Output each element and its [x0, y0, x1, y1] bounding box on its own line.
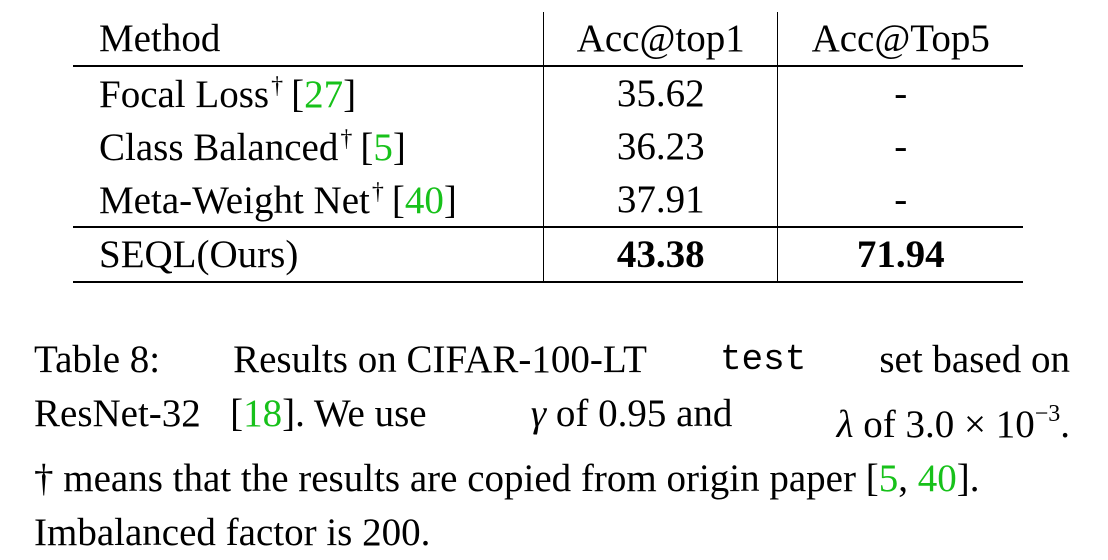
- method-name: Focal Loss: [99, 72, 270, 116]
- header-method: Method: [73, 12, 544, 67]
- gamma-symbol: γ: [530, 392, 547, 435]
- citation-link[interactable]: 18: [243, 392, 283, 435]
- lambda-symbol: λ: [836, 403, 854, 446]
- citation-link[interactable]: 5: [878, 457, 899, 500]
- acc-top1-value: 37.91: [542, 173, 778, 227]
- dagger-mark: †: [340, 125, 353, 152]
- header-acc-top5: Acc@Top5: [777, 12, 1023, 67]
- caption-text: ResNet-32: [34, 392, 201, 435]
- caption-line-3: † means that the results are copied from…: [34, 452, 1070, 506]
- header-acc-top1: Acc@top1: [542, 12, 778, 67]
- caption-line-2: ResNet-32 [18]. We use γ of 0.95 and λ o…: [34, 392, 1070, 446]
- caption-label: Table 8:: [34, 338, 161, 381]
- method-cell: Meta-Weight Net† [40]: [99, 178, 457, 222]
- method-name: Meta-Weight Net: [99, 178, 370, 222]
- caption-text: of 0.95 and: [555, 392, 733, 435]
- method-name-ours: SEQL(Ours): [73, 226, 544, 283]
- method-cell: Class Balanced† [5]: [99, 125, 406, 169]
- caption-text: † means that the results are copied from…: [34, 457, 879, 500]
- acc-top5-value-ours: 71.94: [777, 226, 1023, 283]
- citation-link[interactable]: 40: [404, 178, 444, 222]
- acc-top1-value: 35.62: [542, 66, 778, 120]
- exponent: −3: [1034, 401, 1061, 427]
- caption-text: Results on CIFAR-100-LT: [233, 338, 647, 381]
- table-caption: Table 8: Results on CIFAR-100-LT test se…: [34, 333, 1070, 560]
- method-cell: Focal Loss† [27]: [99, 72, 357, 116]
- caption-text: ,: [898, 457, 918, 500]
- citation-link[interactable]: 5: [373, 125, 393, 169]
- caption-text: .: [1060, 403, 1070, 446]
- acc-top5-value: -: [777, 120, 1023, 173]
- dagger-mark: †: [371, 178, 384, 205]
- results-table: Method Acc@top1 Acc@Top5 Focal Loss† [27]…: [73, 12, 1023, 283]
- acc-top5-value: -: [777, 173, 1023, 227]
- table-row: Class Balanced† [5] 36.23 -: [73, 120, 1023, 173]
- caption-text: of 3.0 × 10: [863, 403, 1035, 446]
- acc-top5-value: -: [777, 66, 1023, 120]
- table-row: Meta-Weight Net† [40] 37.91 -: [73, 173, 1023, 227]
- table-row: Focal Loss† [27] 35.62 -: [73, 66, 1023, 120]
- acc-top1-value: 36.23: [542, 120, 778, 173]
- dagger-mark: †: [271, 72, 284, 99]
- acc-top1-value-ours: 43.38: [542, 226, 778, 283]
- citation-link[interactable]: 40: [917, 457, 957, 500]
- caption-text: ].: [956, 457, 980, 500]
- caption-line-1: Table 8: Results on CIFAR-100-LT test se…: [34, 333, 1070, 387]
- caption-text: set based on: [879, 338, 1070, 381]
- citation-link[interactable]: 27: [304, 72, 344, 116]
- caption-text: . We use: [295, 392, 427, 435]
- caption-line-4: Imbalanced factor is 200.: [34, 511, 431, 554]
- caption-code-test: test: [719, 339, 807, 380]
- table-header-row: Method Acc@top1 Acc@Top5: [73, 12, 1023, 67]
- method-name: Class Balanced: [99, 125, 339, 169]
- table-row-ours: SEQL(Ours) 43.38 71.94: [73, 226, 1023, 283]
